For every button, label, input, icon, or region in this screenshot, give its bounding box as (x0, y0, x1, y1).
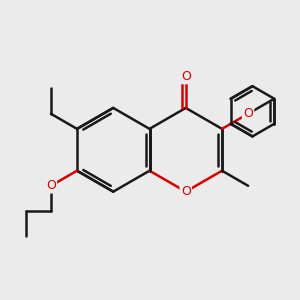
Text: O: O (181, 70, 191, 83)
Text: O: O (46, 179, 56, 192)
Text: O: O (181, 185, 191, 198)
Text: O: O (243, 107, 253, 120)
